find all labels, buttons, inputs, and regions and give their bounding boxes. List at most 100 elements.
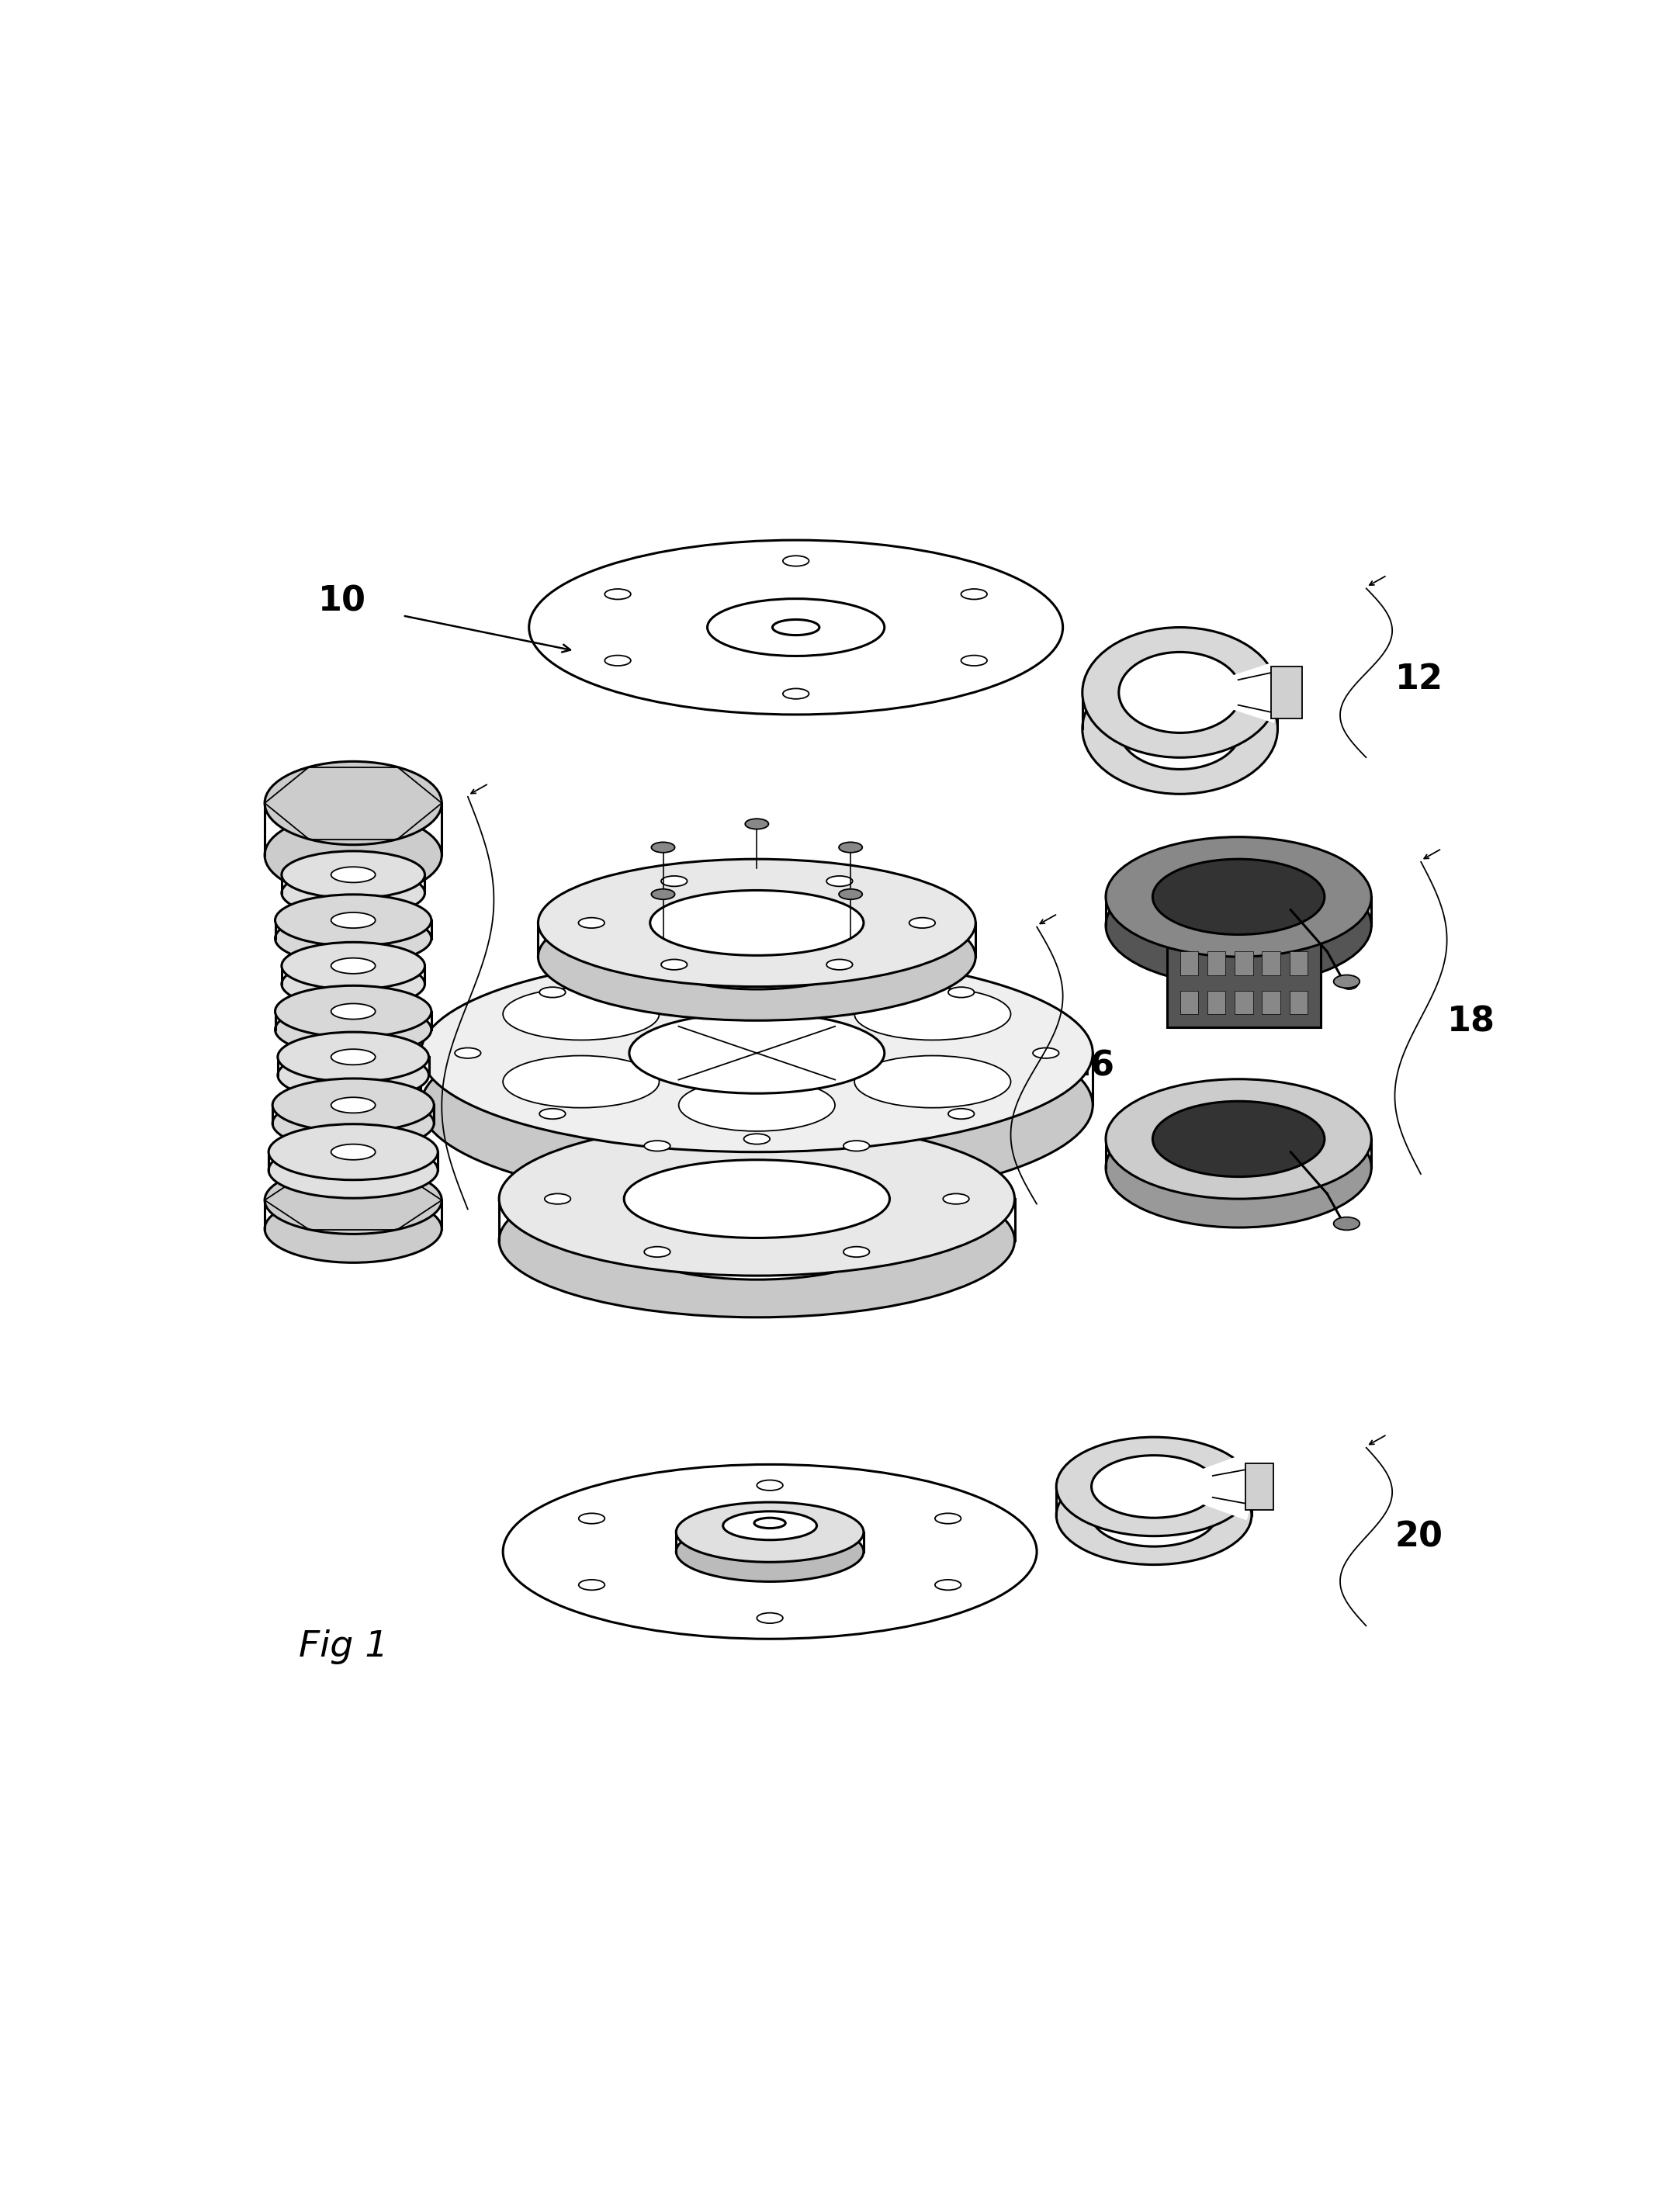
Bar (1179, 952, 1198, 974)
Ellipse shape (936, 1513, 961, 1524)
Ellipse shape (578, 1579, 605, 1590)
Ellipse shape (744, 961, 769, 972)
Ellipse shape (282, 850, 425, 899)
Ellipse shape (948, 987, 974, 998)
Ellipse shape (864, 1250, 890, 1266)
Ellipse shape (623, 1202, 890, 1279)
Ellipse shape (623, 1160, 890, 1237)
Ellipse shape (1152, 859, 1324, 934)
Ellipse shape (502, 987, 659, 1040)
Ellipse shape (1092, 1456, 1216, 1518)
Ellipse shape (282, 961, 425, 1007)
Ellipse shape (1105, 866, 1371, 985)
Ellipse shape (282, 943, 425, 990)
Ellipse shape (679, 950, 835, 1001)
Text: 18: 18 (1446, 1005, 1495, 1038)
Bar (1179, 990, 1198, 1014)
Ellipse shape (605, 656, 630, 665)
Ellipse shape (650, 890, 864, 956)
Ellipse shape (827, 877, 852, 886)
Ellipse shape (538, 859, 976, 987)
Ellipse shape (276, 1003, 432, 1056)
Ellipse shape (331, 1049, 375, 1065)
Ellipse shape (948, 1109, 974, 1120)
Ellipse shape (269, 1142, 438, 1197)
Ellipse shape (544, 1193, 571, 1204)
Ellipse shape (734, 1264, 759, 1279)
Ellipse shape (1082, 627, 1278, 758)
Ellipse shape (643, 1246, 670, 1257)
Ellipse shape (662, 877, 687, 886)
Ellipse shape (272, 1096, 433, 1151)
Ellipse shape (679, 1078, 835, 1131)
Ellipse shape (499, 1164, 1015, 1317)
Ellipse shape (282, 870, 425, 917)
Ellipse shape (838, 888, 862, 899)
Ellipse shape (630, 1012, 884, 1093)
Bar (1262, 952, 1280, 974)
Ellipse shape (1334, 974, 1359, 987)
Bar (1208, 990, 1226, 1014)
Ellipse shape (1033, 1047, 1058, 1058)
Ellipse shape (1105, 1078, 1371, 1199)
Ellipse shape (277, 1032, 428, 1082)
Ellipse shape (643, 1140, 670, 1151)
Ellipse shape (843, 1140, 870, 1151)
Ellipse shape (331, 1098, 375, 1113)
Ellipse shape (754, 1518, 786, 1529)
Ellipse shape (538, 892, 976, 1021)
Ellipse shape (773, 619, 820, 636)
Ellipse shape (652, 888, 675, 899)
Bar (1208, 952, 1226, 974)
Text: 14: 14 (491, 994, 538, 1027)
Ellipse shape (1334, 1217, 1359, 1230)
Ellipse shape (1105, 837, 1371, 956)
Ellipse shape (652, 842, 675, 853)
Ellipse shape (961, 656, 988, 665)
Ellipse shape (539, 987, 566, 998)
Ellipse shape (331, 1003, 375, 1018)
Ellipse shape (855, 987, 1011, 1040)
Ellipse shape (783, 557, 810, 566)
Ellipse shape (277, 1049, 428, 1100)
Bar (1289, 952, 1307, 974)
Ellipse shape (502, 1465, 1037, 1639)
Ellipse shape (1057, 1438, 1252, 1535)
Ellipse shape (276, 985, 432, 1038)
Ellipse shape (650, 923, 864, 990)
Ellipse shape (689, 1237, 716, 1253)
Ellipse shape (539, 1109, 566, 1120)
Ellipse shape (265, 762, 442, 844)
Ellipse shape (662, 959, 687, 970)
Wedge shape (1179, 663, 1278, 722)
Ellipse shape (707, 599, 884, 656)
Ellipse shape (605, 590, 630, 599)
Ellipse shape (1057, 1467, 1252, 1564)
Ellipse shape (1082, 663, 1278, 793)
Ellipse shape (942, 1193, 969, 1204)
Ellipse shape (331, 959, 375, 974)
Text: 10: 10 (318, 585, 366, 619)
Wedge shape (1154, 1454, 1253, 1520)
Ellipse shape (265, 1195, 442, 1264)
Ellipse shape (798, 1241, 825, 1257)
Bar (1235, 952, 1253, 974)
Bar (1235, 990, 1253, 1014)
Bar (1245, 1462, 1273, 1511)
Ellipse shape (936, 1579, 961, 1590)
Ellipse shape (722, 1511, 816, 1540)
Ellipse shape (455, 1047, 480, 1058)
Ellipse shape (502, 1056, 659, 1107)
Ellipse shape (1152, 1102, 1324, 1177)
Ellipse shape (838, 842, 862, 853)
Ellipse shape (422, 954, 1092, 1153)
Ellipse shape (422, 1005, 1092, 1204)
Ellipse shape (843, 1246, 870, 1257)
Bar (1289, 990, 1307, 1014)
Ellipse shape (827, 959, 852, 970)
Ellipse shape (276, 912, 432, 965)
Ellipse shape (675, 1522, 864, 1582)
Ellipse shape (855, 1056, 1011, 1107)
Ellipse shape (272, 1078, 433, 1131)
Ellipse shape (756, 1613, 783, 1624)
